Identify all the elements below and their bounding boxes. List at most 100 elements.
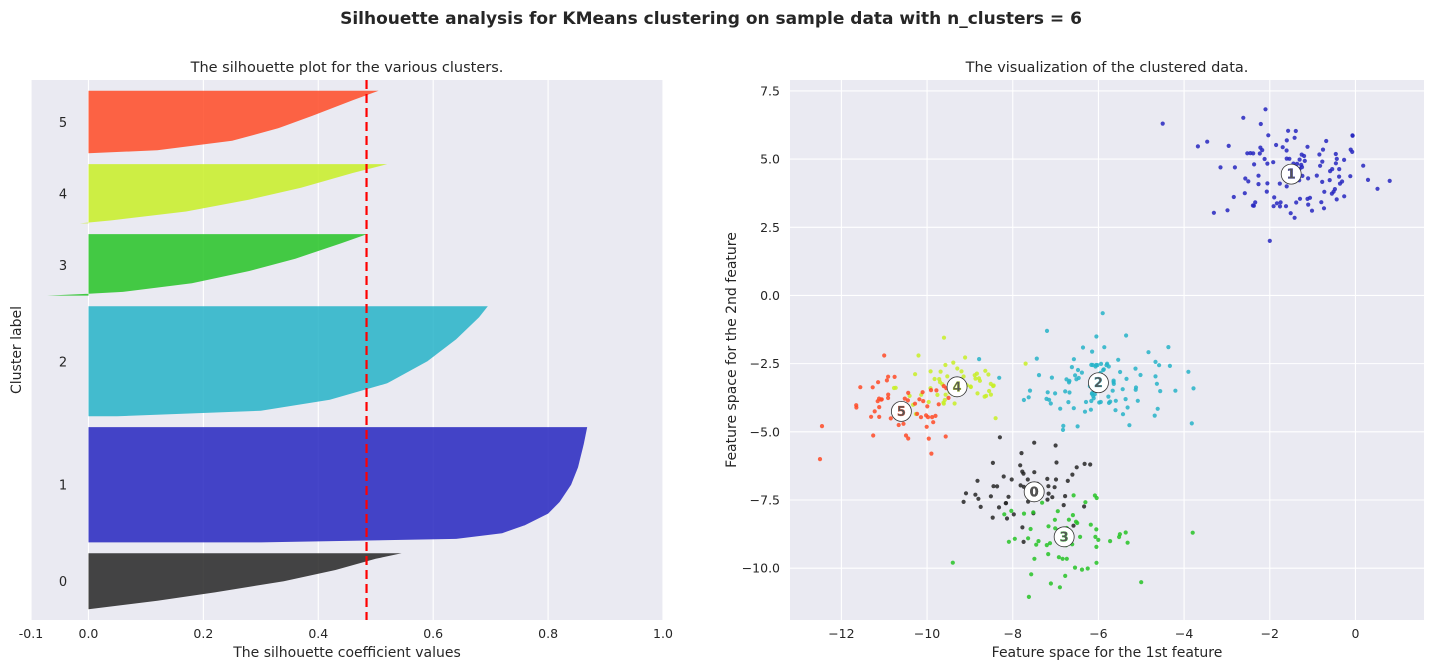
- scatter-point-cluster-1: [1329, 191, 1334, 196]
- scatter-point-cluster-2: [1153, 374, 1158, 379]
- scatter-point-cluster-2: [1124, 333, 1129, 338]
- scatter-point-cluster-1: [1337, 167, 1342, 172]
- scatter-point-cluster-0: [978, 504, 983, 509]
- scatter-point-cluster-1: [1299, 162, 1304, 167]
- scatter-point-cluster-3: [1026, 536, 1031, 541]
- scatter-point-cluster-2: [1071, 357, 1076, 362]
- scatter-point-cluster-3: [1096, 537, 1101, 543]
- scatter-point-cluster-0: [1019, 451, 1024, 456]
- scatter-point-cluster-5: [906, 436, 911, 441]
- scatter-y-tick-label: −10.0: [742, 561, 780, 576]
- scatter-point-cluster-1: [1361, 163, 1366, 168]
- scatter-y-tick-label: 5.0: [760, 152, 780, 167]
- scatter-point-cluster-2: [1021, 397, 1026, 403]
- scatter-point-cluster-0: [1032, 470, 1037, 475]
- scatter-point-cluster-2: [1075, 367, 1081, 373]
- silhouette-cluster-label: 4: [59, 188, 67, 203]
- scatter-point-cluster-2: [1158, 389, 1163, 394]
- scatter-point-cluster-0: [997, 435, 1003, 440]
- scatter-point-cluster-3: [1002, 512, 1007, 517]
- scatter-point-cluster-5: [929, 451, 934, 456]
- scatter-point-cluster-1: [1320, 147, 1326, 152]
- silhouette-x-label: The silhouette coefficient values: [232, 645, 461, 661]
- scatter-point-cluster-0: [1018, 463, 1023, 468]
- scatter-point-cluster-2: [1090, 349, 1095, 354]
- scatter-point-cluster-1: [1271, 160, 1276, 165]
- scatter-point-cluster-1: [1274, 142, 1279, 148]
- cluster-center-marker: [890, 400, 912, 422]
- scatter-y-tick-label: 7.5: [760, 83, 780, 98]
- scatter-point-cluster-4: [935, 392, 940, 397]
- scatter-point-cluster-1: [1225, 208, 1230, 213]
- scatter-point-cluster-1: [1306, 202, 1311, 207]
- scatter-point-cluster-3: [1032, 556, 1037, 561]
- scatter-point-cluster-4: [943, 392, 948, 397]
- scatter-point-cluster-0: [996, 505, 1002, 510]
- scatter-point-cluster-5: [933, 413, 938, 418]
- scatter-point-cluster-5: [896, 422, 901, 428]
- scatter-point-cluster-1: [1274, 201, 1279, 206]
- scatter-y-ticks: −10.0 −7.5 −5.0 −2.5 0.0 2.5 5.0 7.5: [742, 83, 780, 575]
- scatter-point-cluster-5: [921, 399, 926, 404]
- scatter-point-cluster-4: [943, 362, 948, 368]
- scatter-point-cluster-2: [1083, 399, 1089, 405]
- scatter-point-cluster-4: [987, 388, 992, 394]
- cluster-center-label: 1: [1287, 168, 1296, 183]
- silhouette-x-tick-label: -0.1: [19, 626, 43, 641]
- scatter-point-cluster-1: [1333, 161, 1338, 166]
- scatter-point-cluster-3: [1079, 567, 1085, 572]
- cluster-center-1: 1: [1280, 163, 1302, 185]
- scatter-plot-background: [790, 80, 1424, 620]
- scatter-point-cluster-1: [1350, 133, 1355, 138]
- scatter-point-cluster-1: [1251, 203, 1256, 208]
- scatter-point-cluster-4: [951, 360, 956, 365]
- scatter-point-cluster-4: [974, 371, 980, 376]
- cluster-center-label: 5: [897, 405, 906, 420]
- scatter-point-cluster-3: [1044, 543, 1049, 548]
- scatter-point-cluster-2: [1135, 398, 1140, 403]
- scatter-point-cluster-1: [1266, 133, 1271, 138]
- scatter-point-cluster-3: [1036, 539, 1041, 544]
- scatter-point-cluster-2: [1155, 406, 1160, 411]
- scatter-point-cluster-0: [1009, 477, 1014, 482]
- scatter-point-cluster-1: [1293, 128, 1298, 134]
- scatter-point-cluster-2: [1034, 356, 1039, 361]
- scatter-point-cluster-5: [819, 424, 825, 429]
- scatter-point-cluster-5: [886, 374, 891, 379]
- scatter-point-cluster-5: [877, 405, 882, 410]
- scatter-point-cluster-1: [1277, 204, 1283, 209]
- scatter-point-cluster-2: [1066, 400, 1071, 405]
- scatter-point-cluster-5: [817, 457, 823, 462]
- scatter-point-cluster-0: [1061, 503, 1066, 508]
- scatter-point-cluster-2: [1120, 387, 1125, 392]
- silhouette-fill-cluster-5: [88, 90, 379, 154]
- scatter-point-cluster-3: [1006, 539, 1012, 544]
- scatter-point-cluster-5: [872, 409, 877, 414]
- scatter-point-cluster-1: [1334, 197, 1339, 202]
- scatter-point-cluster-5: [918, 415, 924, 420]
- scatter-point-cluster-3: [1055, 509, 1060, 514]
- scatter-point-cluster-2: [1127, 423, 1132, 428]
- scatter-point-cluster-4: [961, 374, 966, 379]
- scatter-point-cluster-2: [1069, 365, 1074, 370]
- scatter-point-cluster-1: [1284, 184, 1289, 189]
- scatter-point-cluster-2: [1110, 388, 1115, 393]
- scatter-point-cluster-2: [1133, 385, 1139, 390]
- scatter-point-cluster-4: [983, 368, 988, 373]
- scatter-point-cluster-3: [1123, 530, 1128, 535]
- scatter-point-cluster-1: [1283, 204, 1289, 209]
- scatter-point-cluster-2: [1067, 390, 1072, 395]
- scatter-point-cluster-4: [945, 374, 950, 379]
- cluster-center-marker: [1088, 372, 1109, 394]
- scatter-point-cluster-0: [1020, 469, 1025, 474]
- scatter-point-cluster-1: [1348, 147, 1353, 152]
- scatter-point-cluster-2: [1063, 389, 1068, 394]
- scatter-point-cluster-1: [1284, 148, 1289, 153]
- cluster-center-2: 2: [1088, 372, 1109, 394]
- scatter-point-cluster-2: [1027, 388, 1033, 393]
- scatter-point-cluster-2: [1088, 407, 1093, 412]
- scatter-x-ticks: −12 −10 −8 −6 −4 −2 0: [828, 626, 1359, 641]
- scatter-point-cluster-0: [973, 492, 978, 497]
- cluster-center-marker: [1023, 481, 1045, 503]
- scatter-x-tick-label: −4: [1175, 626, 1193, 641]
